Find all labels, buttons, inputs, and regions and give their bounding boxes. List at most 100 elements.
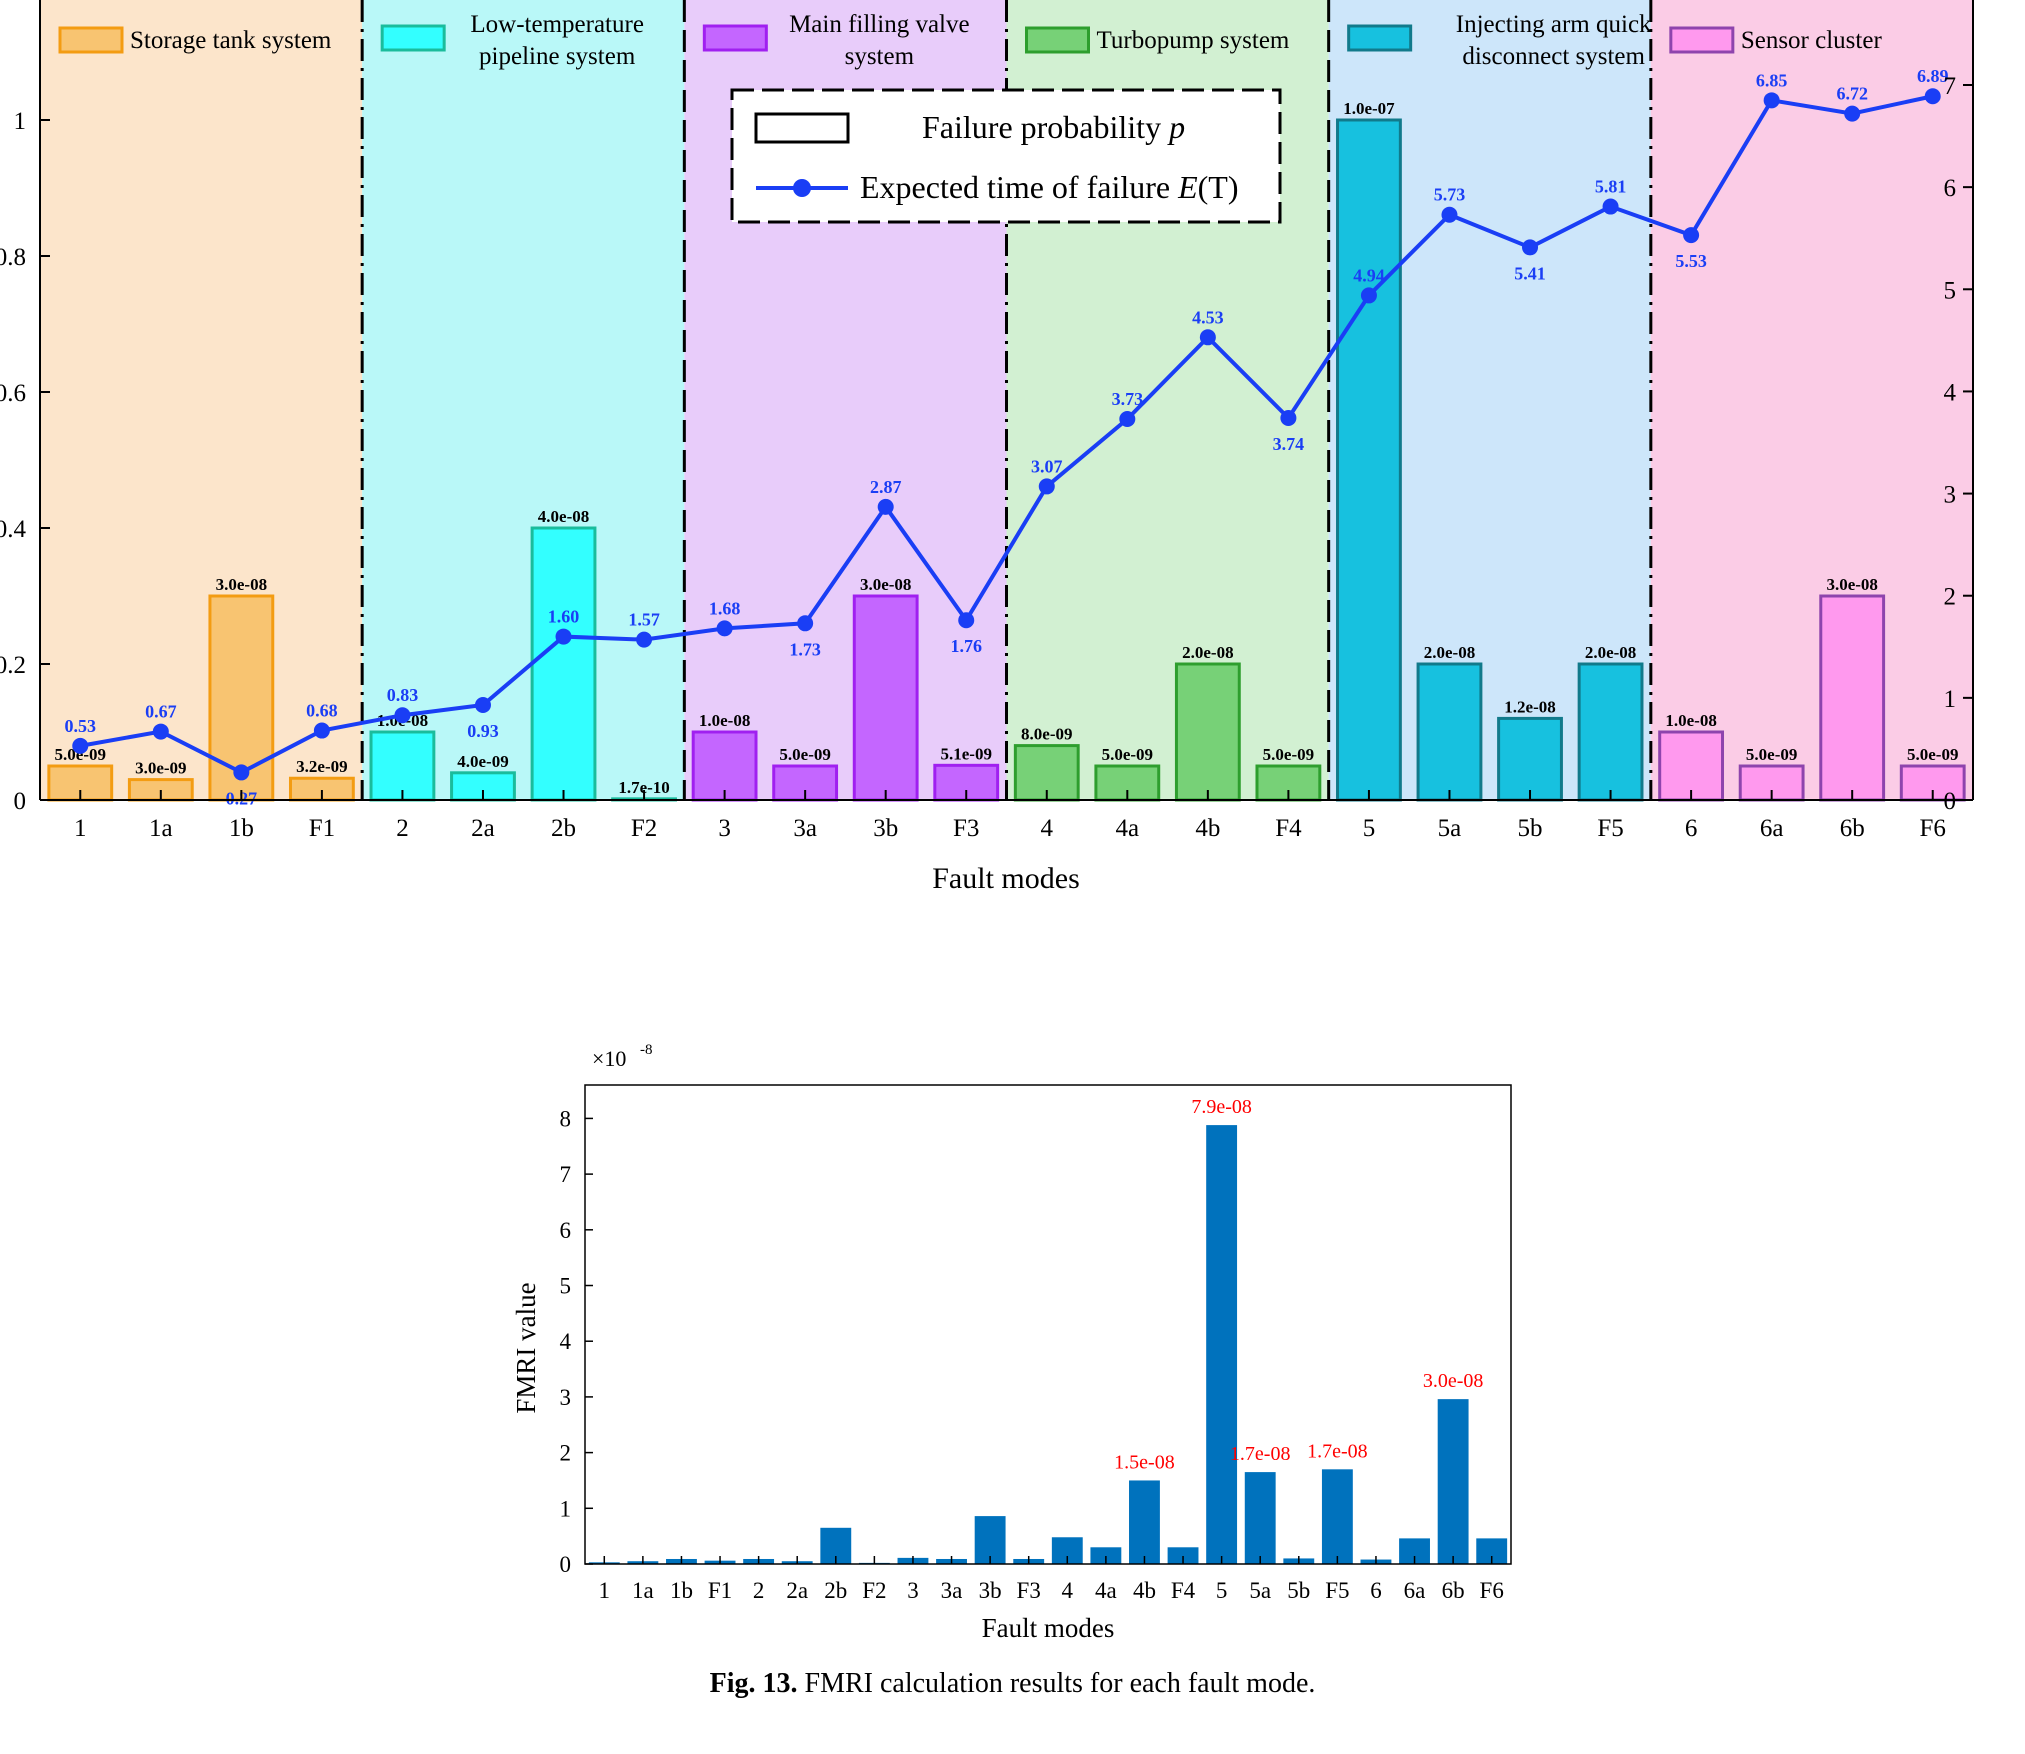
bar-value-label: 5.0e-09: [1263, 745, 1314, 764]
bar-value-label: 1.0e-07: [1343, 99, 1395, 118]
x-tick-label: 5a: [1438, 815, 1462, 842]
x-tick-label: 3: [718, 815, 731, 842]
y-tick-label: 4: [560, 1329, 572, 1354]
expected-time-point: [877, 498, 894, 515]
fmri-value-label: 7.9e-08: [1191, 1096, 1252, 1118]
chart-top: 5.0e-09 3.0e-09 3.0e-08 3.2e-09 1.0e-08 4.0e-…: [0, 0, 1974, 895]
x-tick-label: 2a: [471, 815, 495, 842]
y-tick-label: 6: [560, 1218, 572, 1243]
probability-bar: [852, 594, 919, 802]
fmri-bar: [1129, 1480, 1160, 1564]
group-background: [1650, 0, 1973, 800]
probability-bar: [1658, 730, 1725, 802]
group-legend-swatch: [1347, 24, 1413, 52]
expected-time-point: [1683, 227, 1700, 244]
x-tick-label: F6: [1480, 1578, 1504, 1603]
right-tick-label: 6: [1944, 175, 1957, 202]
bar-value-label: 5.0e-09: [1746, 745, 1797, 764]
expected-time-point: [1763, 92, 1780, 109]
expected-time-point: [474, 697, 491, 714]
bar-value-label: 1.0e-08: [699, 711, 750, 730]
y-tick-label: 5: [560, 1274, 572, 1299]
bar-value-label: 2.0e-08: [1182, 643, 1233, 662]
right-tick-label: 1: [1944, 686, 1957, 713]
chart-bottom: 1.5e-08 7.9e-08 1.7e-08 1.7e-08 3.0e-08 0 1 2 3…: [511, 1042, 1512, 1643]
line-value-label: 5.53: [1675, 251, 1707, 271]
y-tick-label: 2: [560, 1441, 572, 1466]
right-tick-label: 0: [1944, 788, 1957, 815]
expected-time-point: [313, 722, 330, 739]
fmri-bar: [1206, 1125, 1238, 1564]
bar-value-label: 5.0e-09: [1907, 745, 1958, 764]
legend-line-symbol-suffix: (T): [1198, 169, 1239, 205]
line-value-label: 0.68: [306, 701, 338, 721]
x-tick-label: 1a: [632, 1578, 654, 1603]
x-tick-label: 2: [753, 1578, 765, 1603]
group-background: [40, 0, 363, 800]
group-dividers: [360, 0, 1653, 800]
x-tick-label: 6b: [1442, 1578, 1465, 1603]
group-legend-label: Sensor cluster: [1741, 27, 1883, 54]
expected-time-point: [1602, 198, 1619, 215]
line-value-label: 4.53: [1192, 307, 1224, 327]
x-tick-label: 4: [1062, 1578, 1074, 1603]
expected-time-point: [1119, 411, 1136, 428]
caption-label: Fig. 13.: [709, 1668, 798, 1699]
probability-bar: [1174, 662, 1241, 802]
bar-value-label: 5.0e-09: [779, 745, 830, 764]
probability-bar: [691, 730, 758, 802]
legend-bar-swatch: [754, 112, 850, 144]
probability-bar: [47, 764, 114, 802]
fmri-value-label: 1.7e-08: [1230, 1443, 1291, 1465]
exponent-power: -8: [640, 1042, 653, 1058]
line-value-label: 0.53: [65, 716, 97, 736]
x-tick-label: 3a: [793, 815, 817, 842]
group-legend-label: pipeline system: [479, 43, 636, 70]
x-tick-label: 5: [1363, 815, 1376, 842]
expected-time-point: [636, 631, 653, 648]
right-tick-label: 7: [1944, 73, 1957, 100]
line-value-label: 0.93: [467, 721, 499, 741]
exponent-base: ×10: [592, 1046, 626, 1071]
group-legend-label: system: [845, 43, 915, 70]
bar-value-label: 1.2e-08: [1504, 697, 1555, 716]
expected-time-point: [1441, 206, 1458, 223]
group-legend-label: Low-temperature: [470, 11, 644, 38]
expected-time-polyline: [79, 94, 1934, 775]
line-value-label: 6.89: [1917, 66, 1949, 86]
group-legend-label: Main filling valve: [789, 11, 970, 38]
fmri-value-label: 3.0e-08: [1423, 1370, 1484, 1392]
bar-value-label: 3.2e-09: [296, 757, 347, 776]
x-tick-label: F1: [309, 815, 335, 842]
x-tick-label: 3a: [941, 1578, 963, 1603]
legend-box: [730, 88, 1282, 224]
line-value-label: 5.81: [1595, 177, 1627, 197]
probability-bar: [1819, 594, 1886, 802]
group-legend: Storage tank system Low-temperature pipeli…: [58, 11, 1883, 70]
bar-value-label: 5.0e-09: [1102, 745, 1153, 764]
y-tick-label: 1: [560, 1496, 572, 1521]
fmri-bars: 1.5e-08 7.9e-08 1.7e-08 1.7e-08 3.0e-08: [588, 1096, 1508, 1564]
x-tick-label: 4a: [1095, 1578, 1117, 1603]
fmri-bar: [1437, 1399, 1469, 1564]
bar-value-label: 3.0e-08: [1826, 575, 1877, 594]
y-tick-label: 3: [560, 1385, 572, 1410]
expected-time-point: [797, 615, 814, 632]
fmri-value-label: 1.7e-08: [1307, 1440, 1368, 1462]
line-value-label: 1.76: [950, 636, 982, 656]
fmri-bar: [1321, 1469, 1353, 1564]
legend-bar-label: Failure probability p: [922, 109, 1185, 145]
x-tick-label: 1b: [229, 815, 254, 842]
expected-time-point: [1844, 105, 1861, 122]
top-x-axis-label: Fault modes: [932, 862, 1080, 895]
group-legend-swatch: [1669, 26, 1735, 54]
x-tick-label: F4: [1275, 815, 1302, 842]
x-tick-label: F3: [1017, 1578, 1041, 1603]
line-value-label: 1.60: [548, 607, 580, 627]
expected-time-point: [1924, 88, 1941, 105]
probability-bar: [1336, 118, 1402, 802]
right-tick-label: 3: [1944, 482, 1957, 509]
y-tick-label: 7: [560, 1162, 572, 1187]
x-tick-label: 6a: [1404, 1578, 1426, 1603]
probability-bar: [530, 526, 597, 802]
